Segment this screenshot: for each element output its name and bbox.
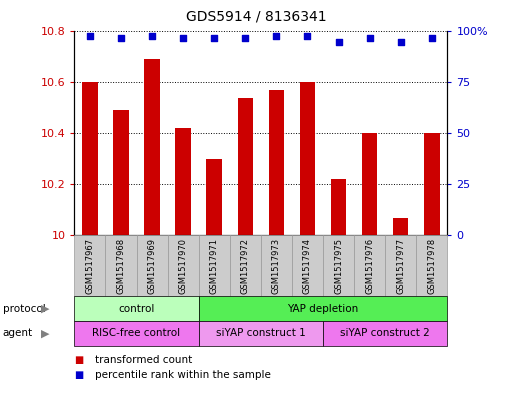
Text: percentile rank within the sample: percentile rank within the sample: [95, 370, 271, 380]
Text: GSM1517968: GSM1517968: [116, 238, 126, 294]
Text: GSM1517969: GSM1517969: [148, 239, 156, 294]
Bar: [144, 59, 160, 235]
Point: [117, 35, 125, 41]
Text: agent: agent: [3, 329, 33, 338]
Bar: [362, 134, 378, 235]
Text: GSM1517973: GSM1517973: [272, 238, 281, 294]
Bar: [113, 110, 129, 235]
Bar: [238, 98, 253, 235]
Text: siYAP construct 2: siYAP construct 2: [340, 329, 430, 338]
Bar: [424, 134, 440, 235]
Point: [210, 35, 219, 41]
Text: ■: ■: [74, 354, 84, 365]
Point: [241, 35, 249, 41]
Text: GSM1517976: GSM1517976: [365, 238, 374, 294]
Text: ■: ■: [74, 370, 84, 380]
Text: GSM1517977: GSM1517977: [396, 238, 405, 294]
Text: GSM1517974: GSM1517974: [303, 239, 312, 294]
Bar: [175, 129, 191, 235]
Text: GSM1517967: GSM1517967: [86, 238, 94, 294]
Text: GSM1517978: GSM1517978: [427, 238, 436, 294]
Text: ▶: ▶: [41, 329, 49, 338]
Point: [428, 35, 436, 41]
Text: transformed count: transformed count: [95, 354, 192, 365]
Text: GSM1517972: GSM1517972: [241, 239, 250, 294]
Point: [86, 32, 94, 39]
Point: [272, 32, 281, 39]
Text: control: control: [119, 304, 155, 314]
Text: ▶: ▶: [41, 304, 49, 314]
Bar: [300, 83, 315, 235]
Text: siYAP construct 1: siYAP construct 1: [216, 329, 306, 338]
Text: GSM1517975: GSM1517975: [334, 239, 343, 294]
Text: GDS5914 / 8136341: GDS5914 / 8136341: [186, 10, 327, 24]
Bar: [331, 179, 346, 235]
Point: [179, 35, 187, 41]
Bar: [82, 83, 97, 235]
Bar: [269, 90, 284, 235]
Text: protocol: protocol: [3, 304, 45, 314]
Point: [366, 35, 374, 41]
Text: YAP depletion: YAP depletion: [287, 304, 359, 314]
Text: RISC-free control: RISC-free control: [92, 329, 181, 338]
Point: [303, 32, 311, 39]
Bar: [393, 218, 408, 235]
Point: [334, 39, 343, 45]
Point: [397, 39, 405, 45]
Text: GSM1517970: GSM1517970: [179, 239, 188, 294]
Bar: [206, 159, 222, 235]
Text: GSM1517971: GSM1517971: [210, 239, 219, 294]
Point: [148, 32, 156, 39]
